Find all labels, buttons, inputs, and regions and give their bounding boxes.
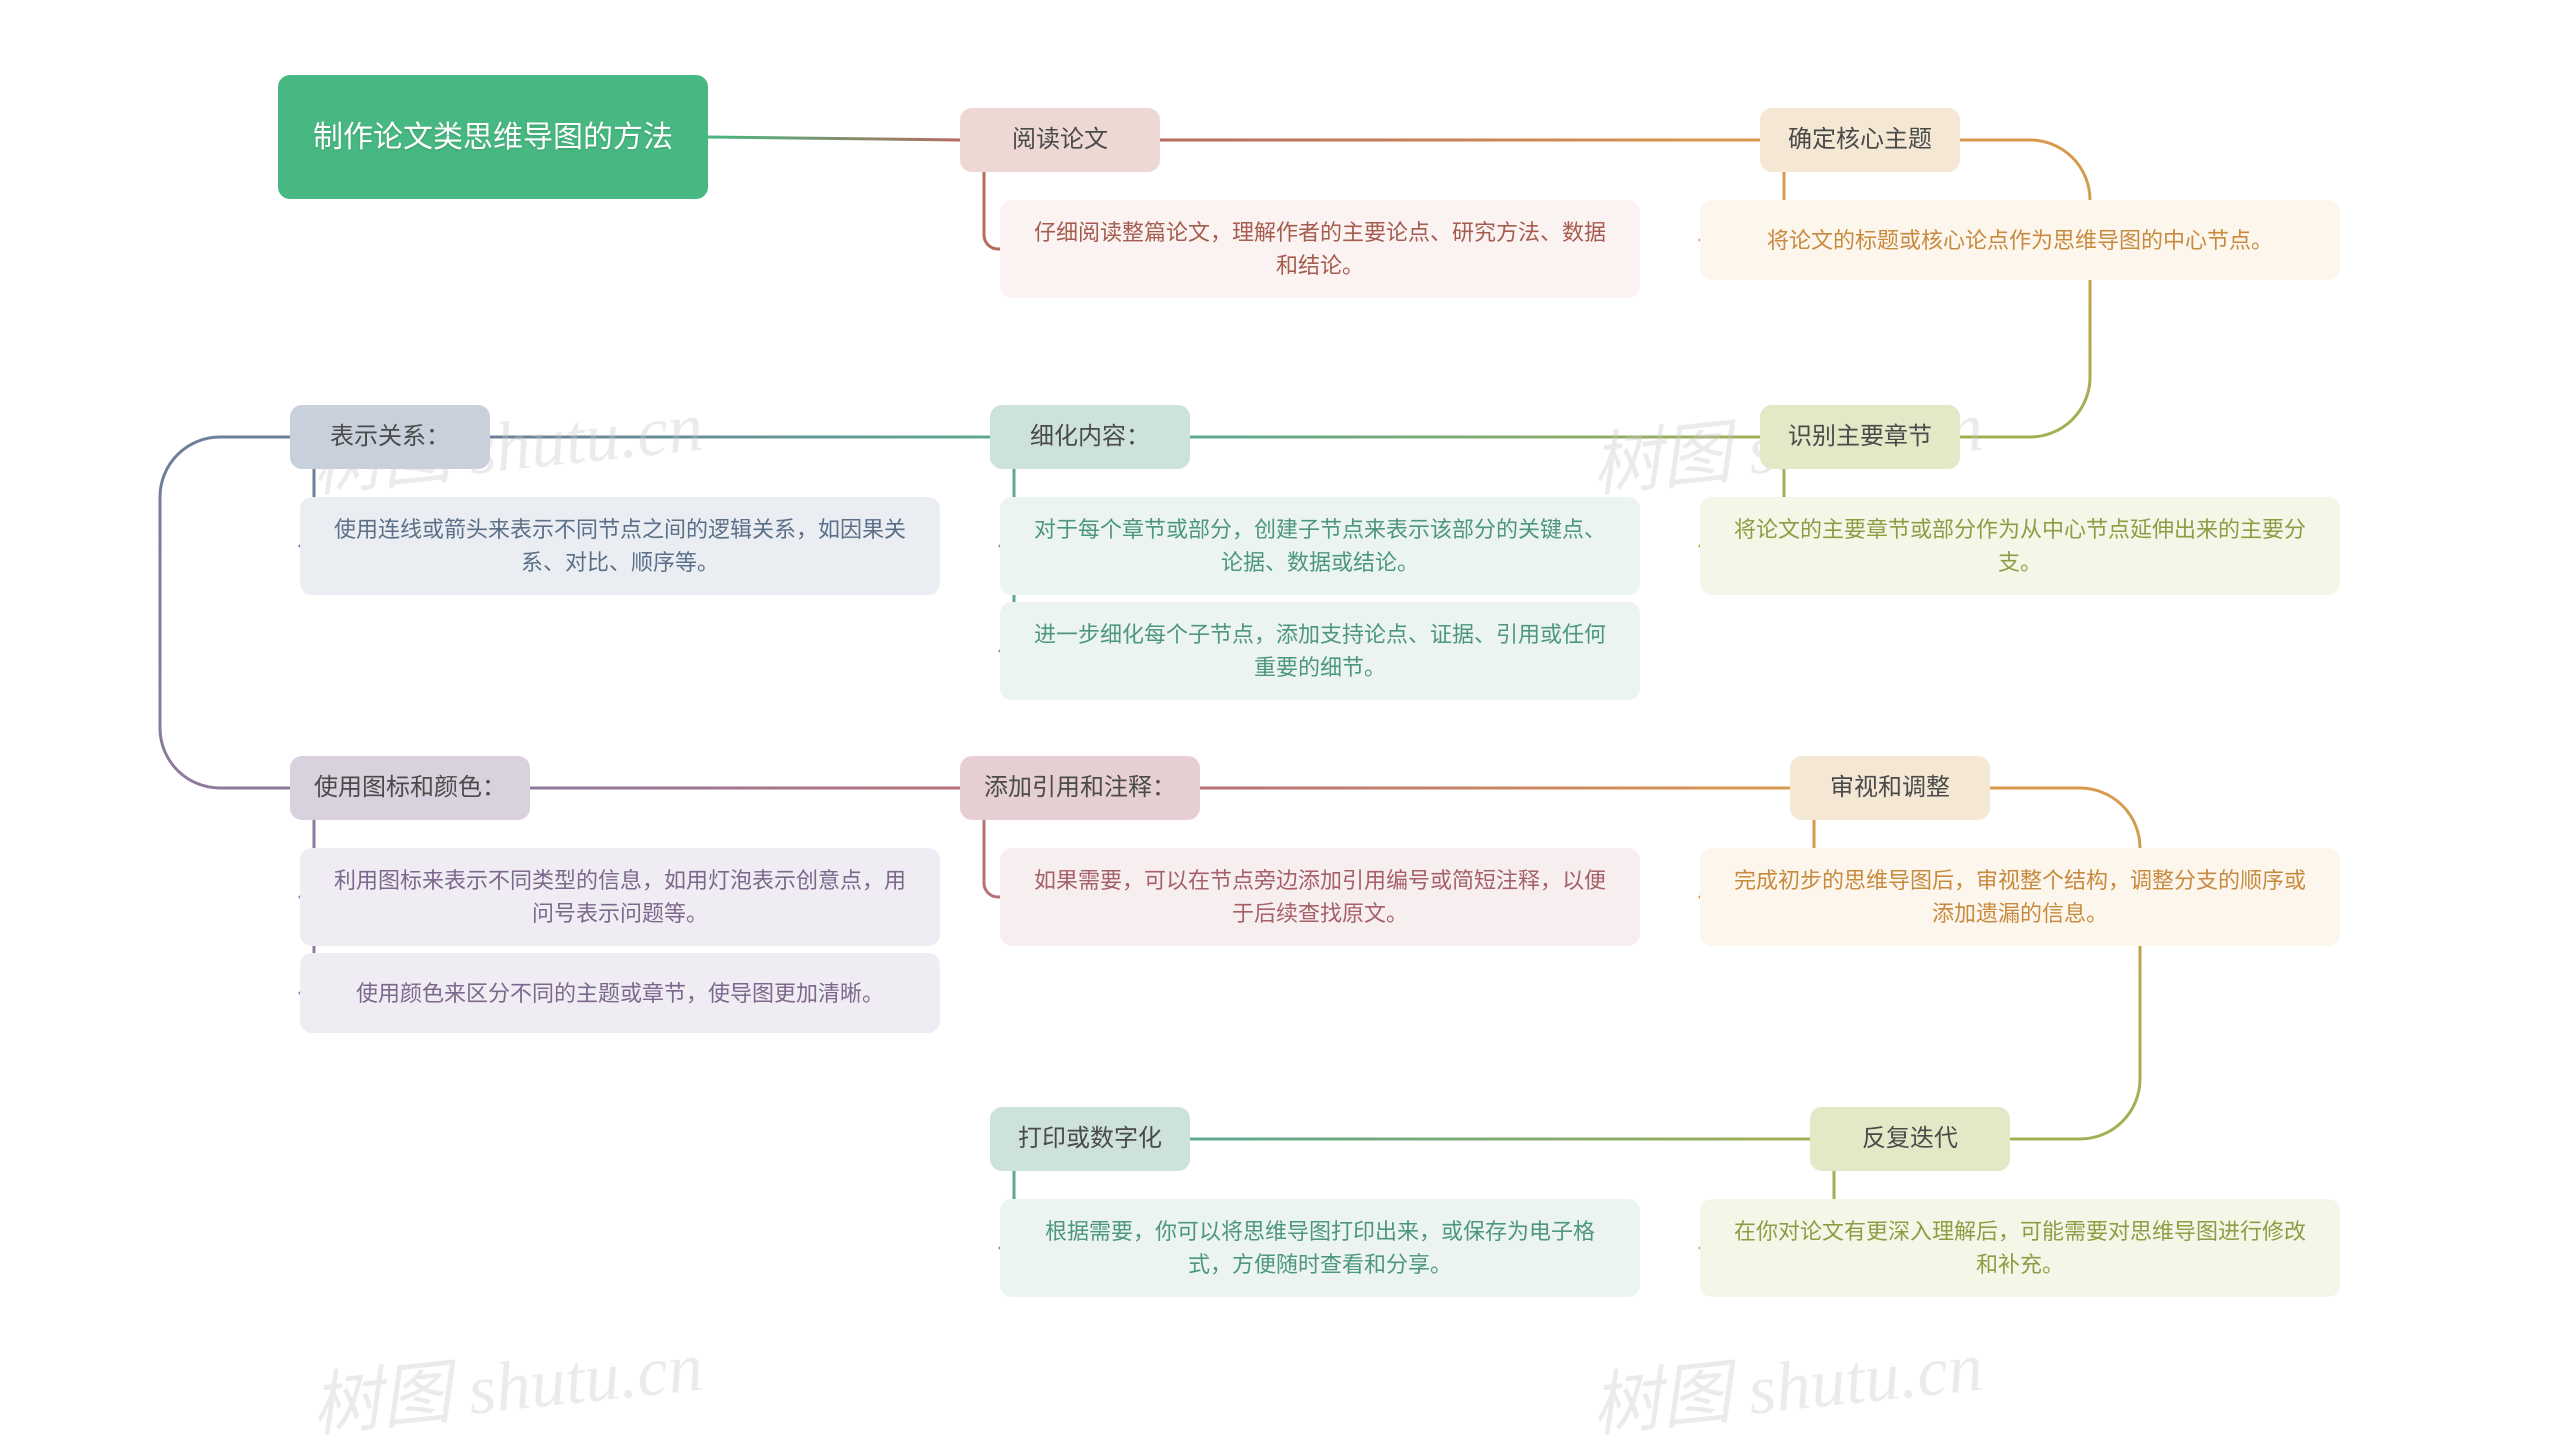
detail-refine-1: 进一步细化每个子节点，添加支持论点、证据、引用或任何重要的细节。 [1000, 602, 1640, 700]
topic-refine: 细化内容： [990, 405, 1190, 469]
topic-icons: 使用图标和颜色： [290, 756, 530, 820]
topic-read: 阅读论文 [960, 108, 1160, 172]
detail-text: 进一步细化每个子节点，添加支持论点、证据、引用或任何重要的细节。 [1030, 618, 1610, 684]
topic-label: 反复迭代 [1862, 1121, 1958, 1157]
topic-review: 审视和调整 [1790, 756, 1990, 820]
detail-text: 将论文的标题或核心论点作为思维导图的中心节点。 [1767, 224, 2273, 257]
detail-text: 完成初步的思维导图后，审视整个结构，调整分支的顺序或添加遗漏的信息。 [1730, 864, 2310, 930]
detail-core-0: 将论文的标题或核心论点作为思维导图的中心节点。 [1700, 200, 2340, 280]
topic-label: 添加引用和注释： [984, 770, 1176, 806]
topic-cite: 添加引用和注释： [960, 756, 1200, 820]
topic-label: 打印或数字化 [1018, 1121, 1162, 1157]
topic-label: 审视和调整 [1830, 770, 1950, 806]
topic-print: 打印或数字化 [990, 1107, 1190, 1171]
detail-text: 利用图标来表示不同类型的信息，如用灯泡表示创意点，用问号表示问题等。 [330, 864, 910, 930]
detail-cite-0: 如果需要，可以在节点旁边添加引用编号或简短注释，以便于后续查找原文。 [1000, 848, 1640, 946]
topic-relations: 表示关系： [290, 405, 490, 469]
detail-text: 对于每个章节或部分，创建子节点来表示该部分的关键点、论据、数据或结论。 [1030, 513, 1610, 579]
topic-label: 阅读论文 [1012, 122, 1108, 158]
topic-core: 确定核心主题 [1760, 108, 1960, 172]
detail-text: 使用颜色来区分不同的主题或章节，使导图更加清晰。 [356, 977, 884, 1010]
detail-review-0: 完成初步的思维导图后，审视整个结构，调整分支的顺序或添加遗漏的信息。 [1700, 848, 2340, 946]
detail-relations-0: 使用连线或箭头来表示不同节点之间的逻辑关系，如因果关系、对比、顺序等。 [300, 497, 940, 595]
detail-icons-0: 利用图标来表示不同类型的信息，如用灯泡表示创意点，用问号表示问题等。 [300, 848, 940, 946]
detail-text: 将论文的主要章节或部分作为从中心节点延伸出来的主要分支。 [1730, 513, 2310, 579]
detail-text: 根据需要，你可以将思维导图打印出来，或保存为电子格式，方便随时查看和分享。 [1030, 1215, 1610, 1281]
detail-text: 使用连线或箭头来表示不同节点之间的逻辑关系，如因果关系、对比、顺序等。 [330, 513, 910, 579]
detail-chapters-0: 将论文的主要章节或部分作为从中心节点延伸出来的主要分支。 [1700, 497, 2340, 595]
detail-iterate-0: 在你对论文有更深入理解后，可能需要对思维导图进行修改和补充。 [1700, 1199, 2340, 1297]
detail-print-0: 根据需要，你可以将思维导图打印出来，或保存为电子格式，方便随时查看和分享。 [1000, 1199, 1640, 1297]
root-node: 制作论文类思维导图的方法 [278, 75, 708, 199]
topic-label: 确定核心主题 [1788, 122, 1932, 158]
topic-label: 识别主要章节 [1788, 419, 1932, 455]
topic-chapters: 识别主要章节 [1760, 405, 1960, 469]
topic-label: 细化内容： [1030, 419, 1150, 455]
watermark: 树图 shutu.cn [306, 1310, 707, 1451]
detail-text: 仔细阅读整篇论文，理解作者的主要论点、研究方法、数据和结论。 [1030, 216, 1610, 282]
detail-refine-0: 对于每个章节或部分，创建子节点来表示该部分的关键点、论据、数据或结论。 [1000, 497, 1640, 595]
detail-text: 如果需要，可以在节点旁边添加引用编号或简短注释，以便于后续查找原文。 [1030, 864, 1610, 930]
detail-text: 在你对论文有更深入理解后，可能需要对思维导图进行修改和补充。 [1730, 1215, 2310, 1281]
topic-iterate: 反复迭代 [1810, 1107, 2010, 1171]
root-label: 制作论文类思维导图的方法 [313, 115, 673, 160]
topic-label: 使用图标和颜色： [314, 770, 506, 806]
topic-label: 表示关系： [330, 419, 450, 455]
watermark: 树图 shutu.cn [1586, 1310, 1987, 1451]
detail-read-0: 仔细阅读整篇论文，理解作者的主要论点、研究方法、数据和结论。 [1000, 200, 1640, 298]
detail-icons-1: 使用颜色来区分不同的主题或章节，使导图更加清晰。 [300, 953, 940, 1033]
